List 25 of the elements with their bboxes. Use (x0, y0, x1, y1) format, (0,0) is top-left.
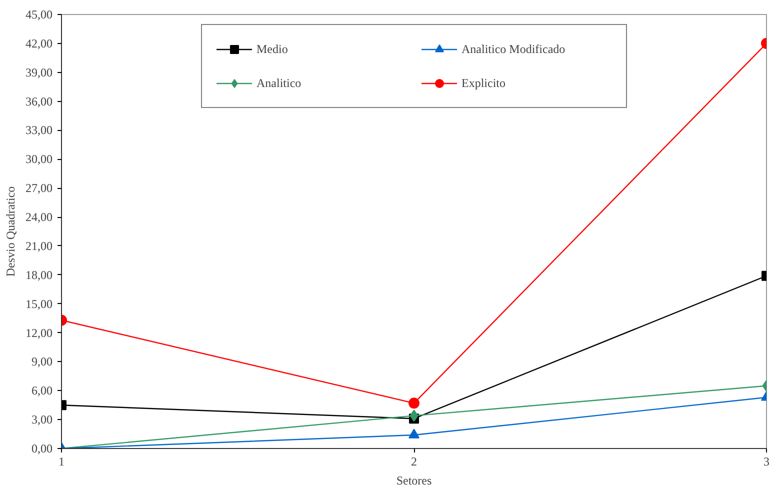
y-tick-label: 21,00 (26, 238, 52, 253)
y-tick-label: 39,00 (26, 65, 52, 80)
x-tick-label: 3 (764, 454, 770, 468)
y-tick-label: 18,00 (26, 268, 52, 282)
y-tick-label: 6,00 (32, 384, 52, 398)
legend-label: Explicito (462, 76, 506, 90)
y-tick-label: 15,00 (26, 296, 52, 311)
y-tick-label: 9,00 (32, 354, 52, 369)
y-tick-label: 27,00 (26, 181, 52, 196)
legend-label: Medio (256, 42, 289, 56)
legend-label: Analitico (256, 76, 302, 90)
y-axis-title: Desvio Quadratico (4, 186, 18, 277)
y-tick-label: 45,00 (26, 8, 52, 22)
legend-label: Analitico Modificado (462, 42, 566, 56)
x-axis-title: Setores (396, 474, 432, 488)
y-tick-label: 36,00 (26, 94, 52, 108)
y-tick-label: 42,00 (26, 36, 52, 50)
x-tick-label: 2 (411, 454, 417, 468)
y-tick-label: 12,00 (26, 326, 52, 340)
y-tick-label: 0,00 (32, 442, 52, 456)
y-tick-label: 33,00 (26, 123, 52, 138)
y-tick-label: 3,00 (32, 412, 52, 427)
x-tick-label: 1 (58, 454, 64, 468)
y-tick-label: 30,00 (26, 152, 52, 166)
y-tick-label: 24,00 (26, 210, 52, 224)
